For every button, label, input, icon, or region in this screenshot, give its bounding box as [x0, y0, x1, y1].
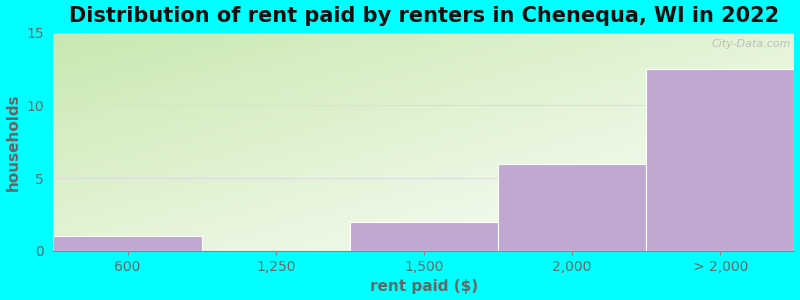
Bar: [350, 222, 498, 251]
Y-axis label: households: households: [6, 93, 21, 190]
X-axis label: rent paid ($): rent paid ($): [370, 279, 478, 294]
Bar: [54, 236, 202, 251]
Text: City-Data.com: City-Data.com: [711, 39, 790, 49]
Title: Distribution of rent paid by renters in Chenequa, WI in 2022: Distribution of rent paid by renters in …: [69, 6, 779, 26]
Bar: [646, 69, 794, 251]
Bar: [498, 164, 646, 251]
